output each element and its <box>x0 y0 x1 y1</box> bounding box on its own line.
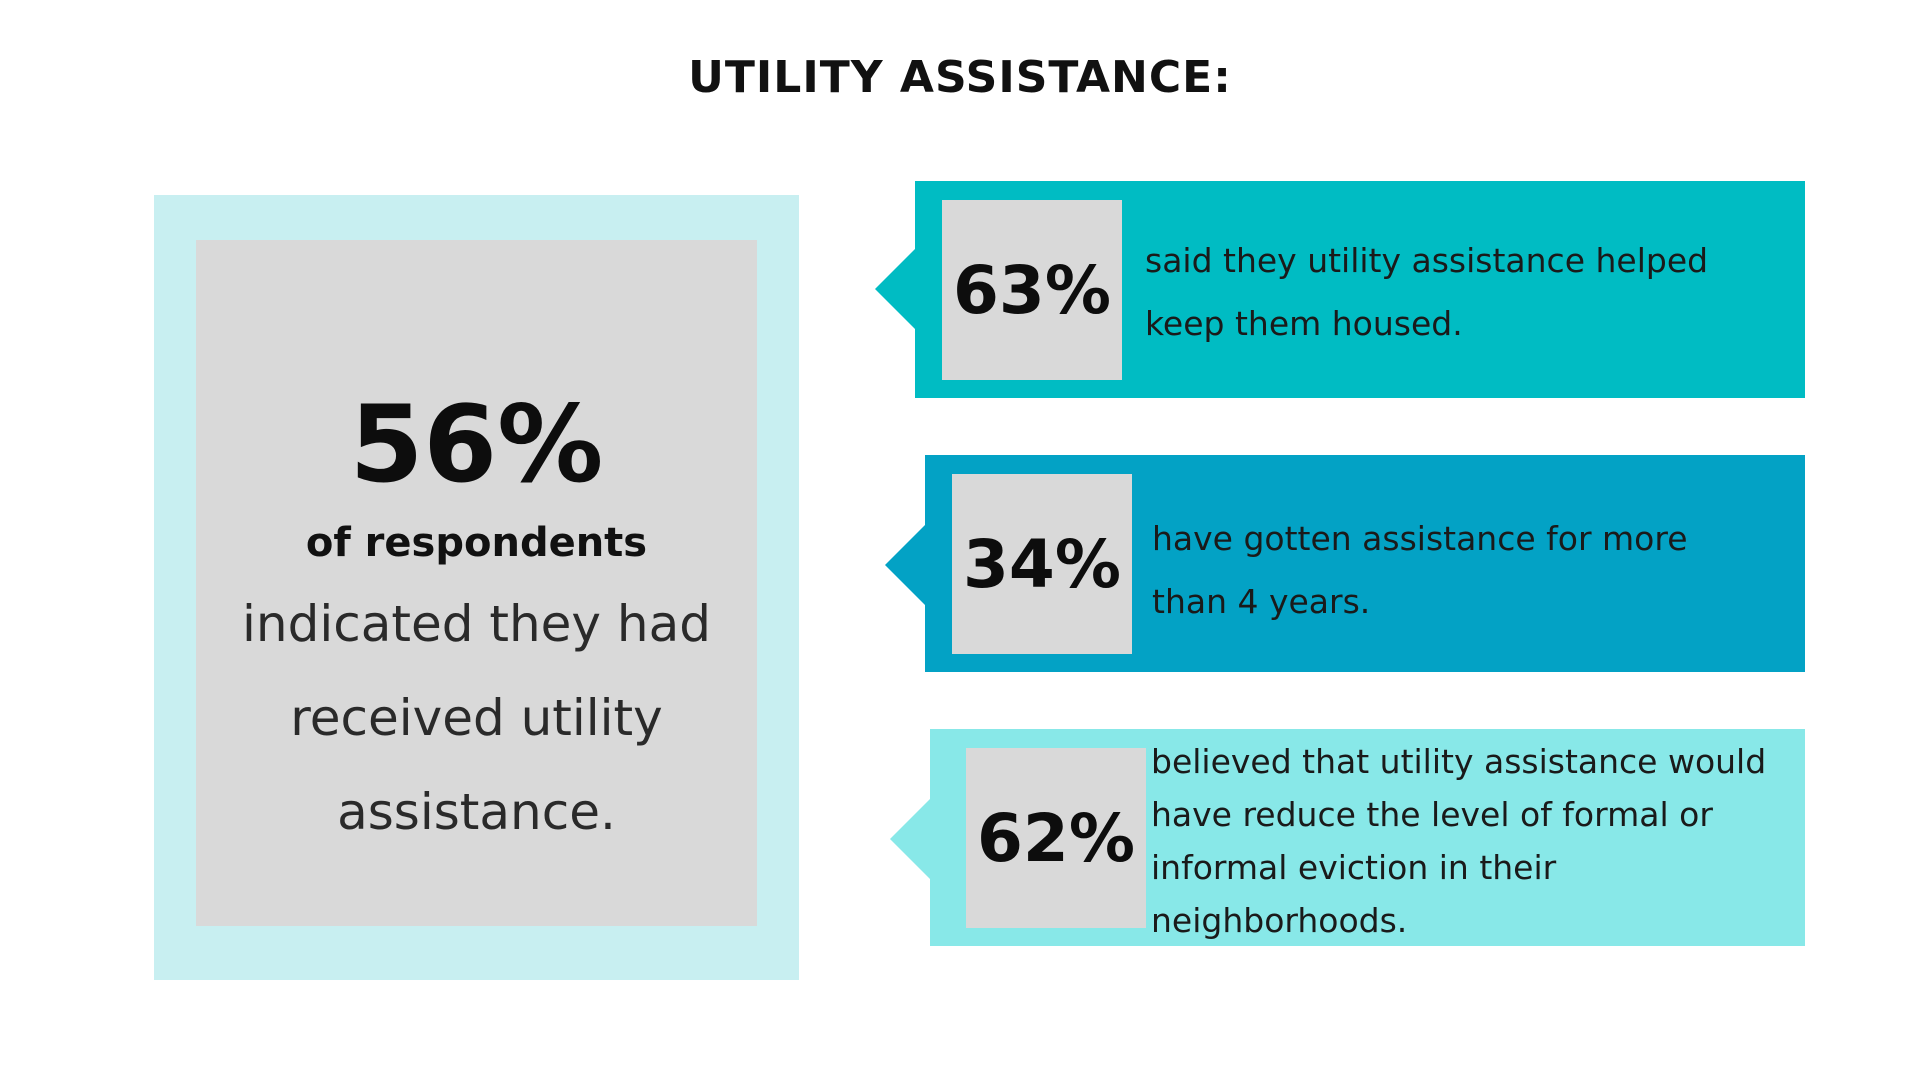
stat-text: said they utility assistance helped keep… <box>1145 241 1709 343</box>
summary-box: 56% of respondents indicated they had re… <box>196 240 757 926</box>
summary-content: 56% of respondents indicated they had re… <box>196 385 757 859</box>
stat-text: believed that utility assistance would h… <box>1151 742 1767 940</box>
stat-card-duration: 34% have gotten assistance for more than… <box>885 455 1805 672</box>
stat-percent: 62% <box>966 748 1146 928</box>
callout-pointer <box>885 525 925 605</box>
callout-pointer <box>890 799 930 879</box>
summary-subtitle: of respondents <box>305 520 648 566</box>
page-title: UTILITY ASSISTANCE: <box>688 52 1232 103</box>
stat-card-eviction: 62% believed that utility assistance wou… <box>890 729 1805 946</box>
stat-percent: 34% <box>952 474 1132 654</box>
stat-card-housed: 63% said they utility assistance helped … <box>875 181 1805 398</box>
summary-percent: 56% <box>349 383 604 506</box>
stat-text: have gotten assistance for more than 4 y… <box>1152 519 1688 621</box>
summary-description: indicated they had received utility assi… <box>242 595 711 841</box>
callout-pointer <box>875 249 915 329</box>
summary-panel: 56% of respondents indicated they had re… <box>154 195 799 980</box>
stat-percent: 63% <box>942 200 1122 380</box>
